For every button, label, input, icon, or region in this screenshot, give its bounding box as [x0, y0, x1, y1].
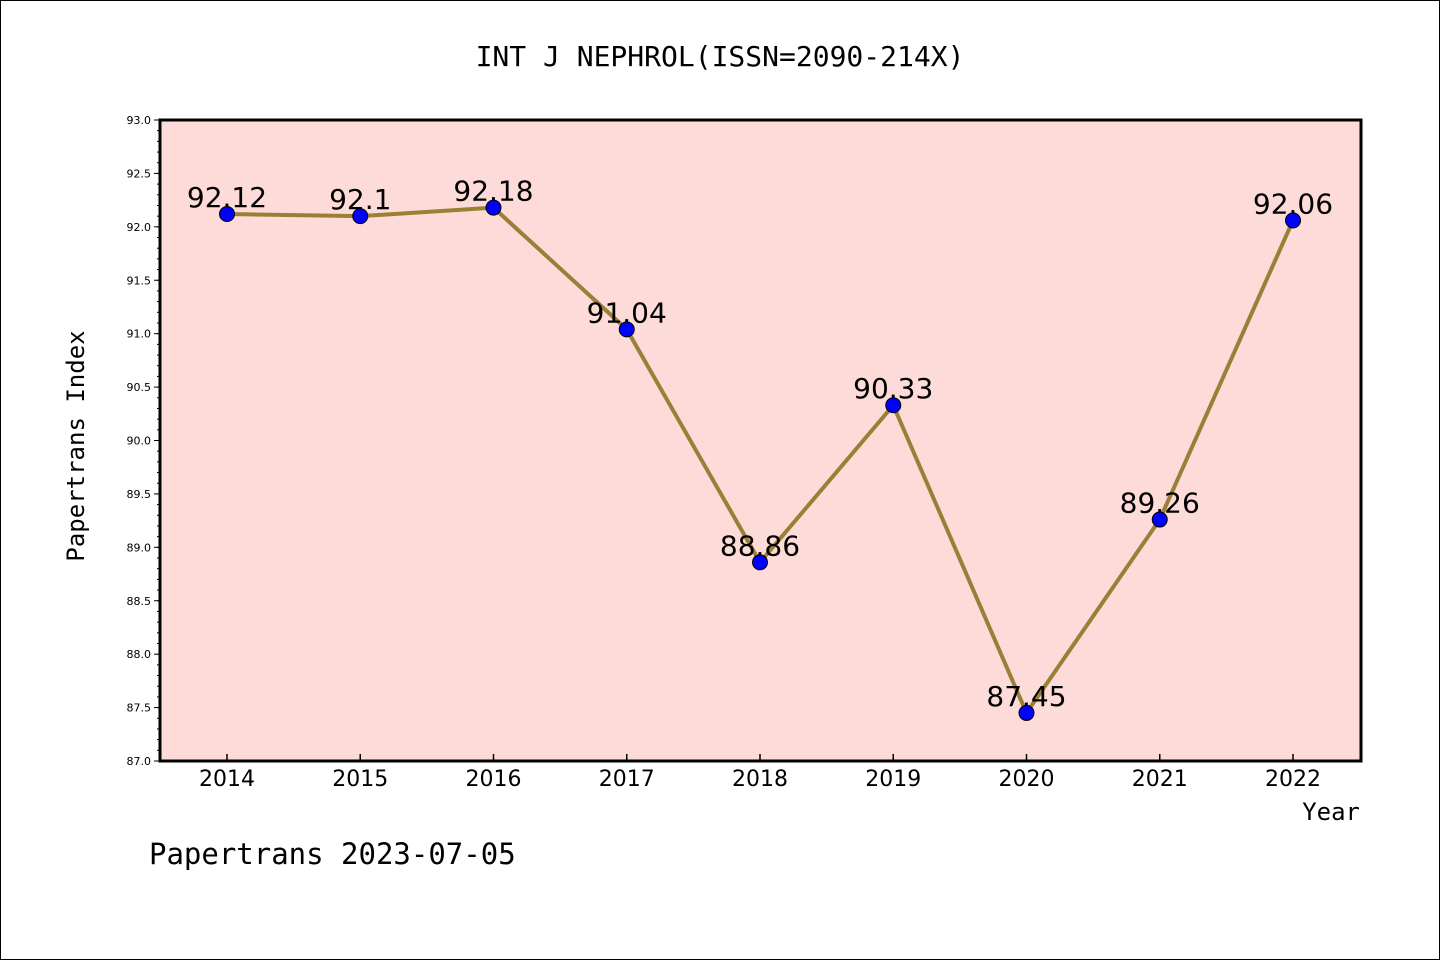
x-tick-label: 2021 — [1132, 767, 1188, 792]
y-tick-label: 92.0 — [127, 221, 152, 234]
y-tick-label: 88.5 — [127, 595, 152, 608]
y-tick-label: 90.0 — [127, 435, 152, 448]
chart-title: INT J NEPHROL(ISSN=2090-214X) — [476, 40, 965, 73]
data-point — [485, 199, 502, 216]
data-label: 89.26 — [1120, 487, 1200, 520]
x-tick-label: 2020 — [999, 767, 1055, 792]
plot-area — [158, 118, 1363, 763]
y-tick-label: 89.5 — [127, 488, 152, 501]
x-axis-label: Year — [1302, 798, 1360, 826]
x-tick-label: 2015 — [332, 767, 388, 792]
x-tick-label: 2022 — [1265, 767, 1321, 792]
data-labels: 92.12 92.1 92.18 91.04 88.86 90.33 87.45 89.26 9… — [187, 175, 1333, 713]
x-tick-label: 2017 — [599, 767, 655, 792]
x-tick-label: 2014 — [199, 767, 255, 792]
y-tick-label: 88.0 — [127, 648, 152, 661]
data-label: 87.45 — [986, 680, 1066, 713]
y-tick-label: 91.0 — [127, 328, 152, 341]
y-tick-label: 91.5 — [127, 274, 152, 287]
data-label: 92.1 — [329, 183, 391, 216]
data-point — [219, 206, 235, 223]
x-tick-label: 2018 — [732, 767, 788, 792]
y-tick-label: 93.0 — [127, 114, 152, 127]
data-point — [1151, 511, 1168, 528]
data-label: 90.33 — [853, 372, 933, 405]
x-tick-label: 2016 — [466, 767, 522, 792]
data-point — [618, 321, 635, 338]
data-label: 92.18 — [453, 175, 533, 208]
footer-text: Papertrans 2023-07-05 — [149, 837, 516, 871]
y-tick-label: 90.5 — [127, 381, 152, 394]
data-point — [885, 397, 902, 414]
data-point — [352, 208, 369, 225]
y-tick-label: 92.5 — [127, 167, 152, 180]
series-group — [219, 199, 1301, 721]
data-label: 92.12 — [187, 181, 267, 214]
data-point — [1018, 704, 1035, 721]
data-label: 91.04 — [587, 296, 667, 329]
y-axis: 87.0 87.5 88.0 88.5 89.0 89.5 90.0 90.5 91.0 91.5… — [127, 114, 160, 768]
data-label: 92.06 — [1253, 187, 1333, 220]
y-axis-label: Papertrans Index — [62, 330, 90, 561]
data-point — [752, 554, 768, 571]
y-tick-label: 87.0 — [127, 755, 152, 768]
y-tick-label: 87.5 — [127, 702, 152, 715]
y-tick-label: 89.0 — [127, 541, 152, 554]
x-axis: 2014 2015 2016 2017 2018 2019 2020 2021 2022 — [199, 754, 1321, 792]
data-label: 88.86 — [720, 529, 800, 562]
data-point — [1285, 212, 1301, 229]
x-tick-label: 2019 — [865, 767, 921, 792]
